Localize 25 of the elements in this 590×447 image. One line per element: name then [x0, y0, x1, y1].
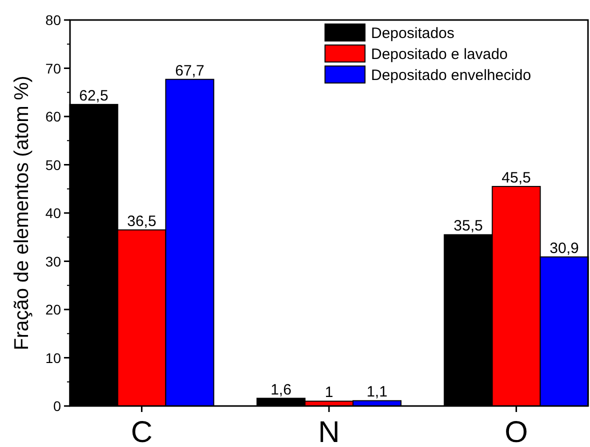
- y-tick-label: 40: [45, 205, 62, 221]
- y-tick-label: 80: [45, 12, 62, 28]
- y-tick-label: 20: [45, 302, 62, 318]
- data-label: 1,1: [366, 384, 388, 401]
- y-tick-label: 10: [45, 350, 62, 366]
- data-label: 1,6: [270, 381, 292, 398]
- y-axis-title: Fração de elementos (atom %): [11, 76, 33, 350]
- data-label: 45,5: [502, 169, 531, 186]
- data-label: 62,5: [79, 87, 108, 104]
- legend-label: Depositado e lavado: [371, 46, 508, 63]
- legend-label: Depositado envelhecido: [371, 67, 532, 84]
- y-tick-label: 0: [53, 398, 62, 414]
- data-label: 67,7: [175, 62, 204, 80]
- y-tick-label: 50: [45, 156, 62, 173]
- y-tick-label: 30: [45, 253, 62, 270]
- x-tick-label: C: [130, 416, 153, 447]
- x-tick-label: N: [318, 416, 340, 447]
- y-tick-label: 60: [45, 108, 62, 124]
- data-label: 35,5: [454, 218, 483, 235]
- y-tick-label: 70: [45, 60, 62, 76]
- data-label: 1: [324, 384, 334, 402]
- legend-label: Depositados: [371, 25, 454, 42]
- x-tick-label: O: [504, 416, 528, 447]
- data-label: 30,9: [550, 240, 579, 257]
- data-label: 36,5: [127, 212, 156, 230]
